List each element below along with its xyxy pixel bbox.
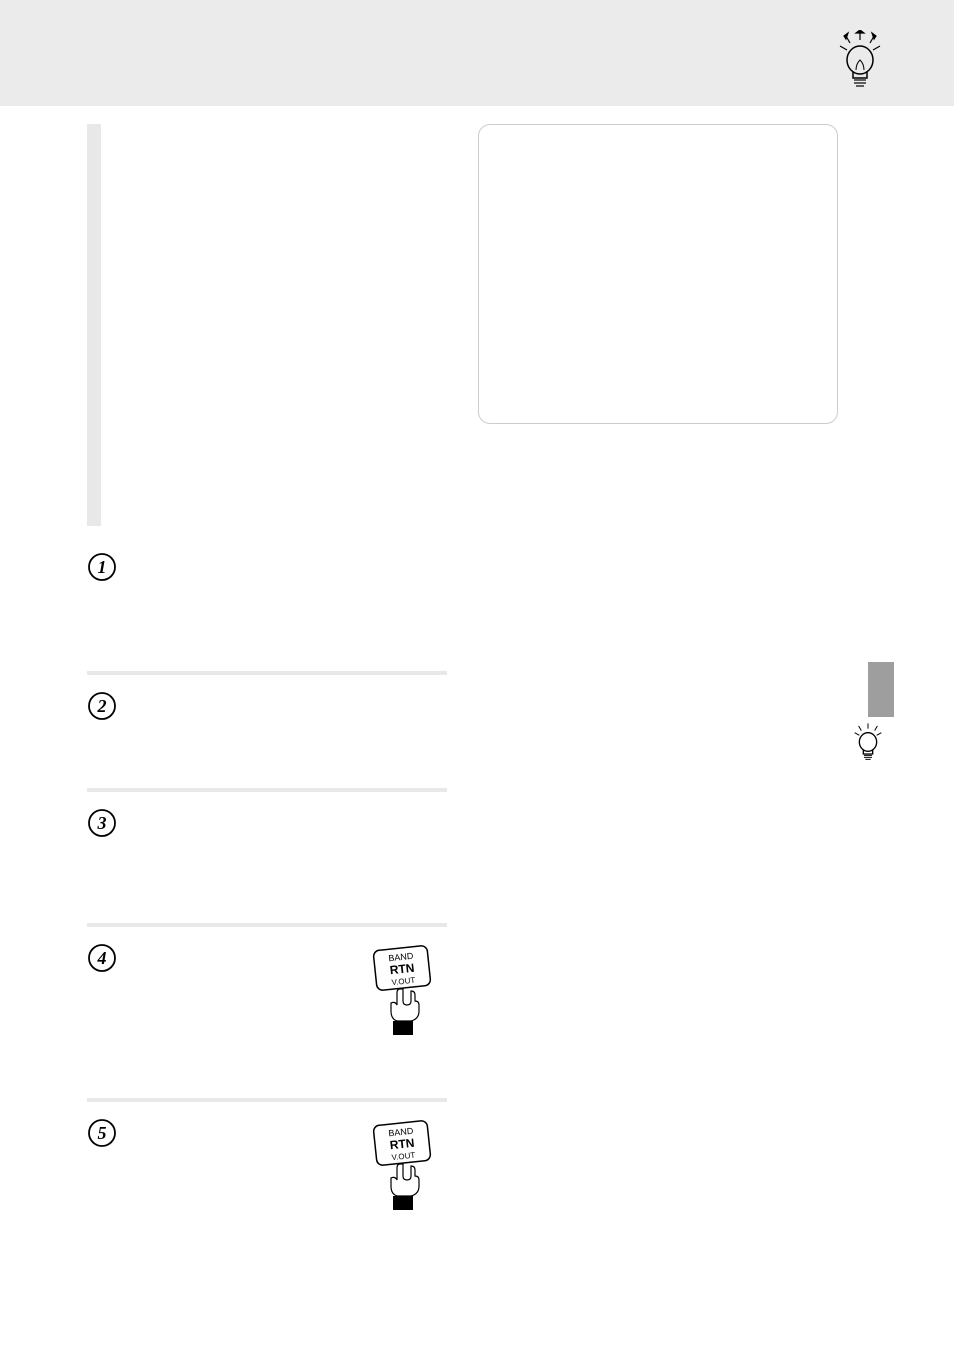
lightbulb-idea-icon (852, 722, 884, 767)
band-rtn-button-illustration: BAND RTN V.OUT (367, 943, 437, 1038)
step-2: 2 (87, 691, 447, 792)
step-number-4: 4 (87, 943, 117, 978)
content-box (478, 124, 838, 424)
steps-list: 1 2 3 4 (87, 552, 447, 1293)
svg-text:4: 4 (97, 948, 107, 968)
step-number-2: 2 (87, 691, 117, 726)
step-4: 4 BAND RTN V.OUT (87, 943, 447, 1102)
svg-text:5: 5 (98, 1123, 107, 1143)
svg-text:1: 1 (98, 557, 107, 577)
sidebar-tab (868, 662, 894, 717)
step-number-5: 5 (87, 1118, 117, 1153)
left-sidebar-bar (87, 124, 101, 526)
svg-text:RTN: RTN (389, 1136, 415, 1153)
lightbulb-idea-icon (836, 30, 884, 95)
header-band (0, 0, 954, 106)
step-1: 1 (87, 552, 447, 675)
step-number-3: 3 (87, 808, 117, 843)
band-rtn-button-illustration: BAND RTN V.OUT (367, 1118, 437, 1213)
step-3: 3 (87, 808, 447, 927)
svg-text:2: 2 (97, 696, 107, 716)
step-number-1: 1 (87, 552, 117, 587)
svg-text:RTN: RTN (389, 961, 415, 978)
svg-text:3: 3 (97, 813, 107, 833)
step-5: 5 BAND RTN V.OUT (87, 1118, 447, 1277)
